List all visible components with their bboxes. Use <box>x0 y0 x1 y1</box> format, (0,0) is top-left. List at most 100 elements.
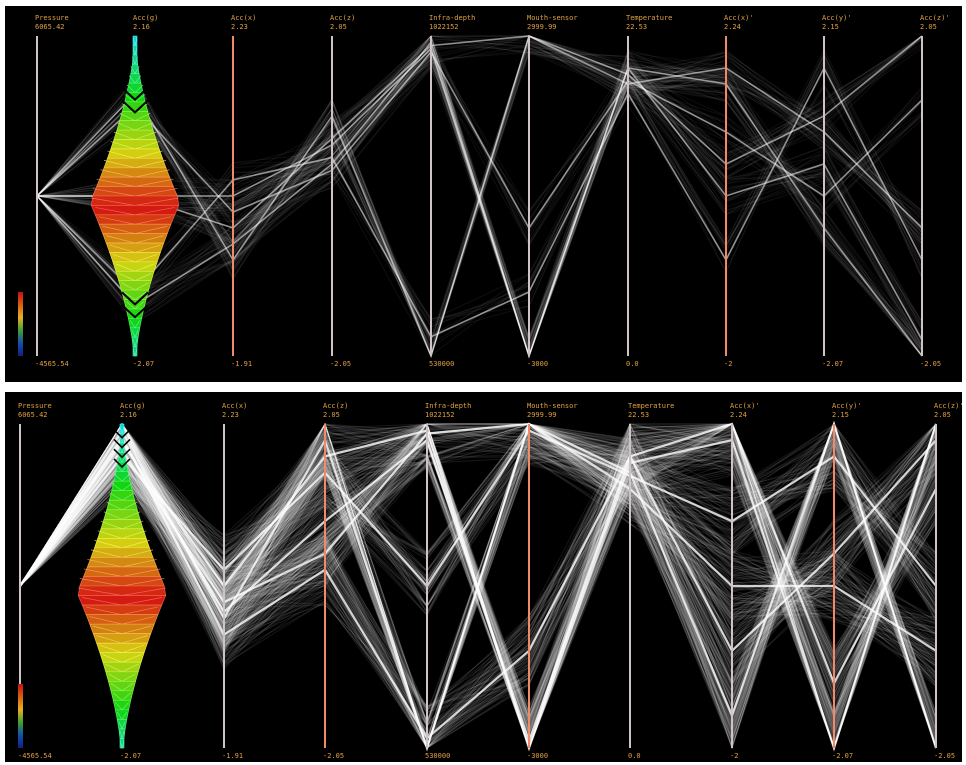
polyline-bundle-0 <box>19 436 937 750</box>
violin-segment <box>98 223 172 234</box>
axis-min-label: -2.05 <box>934 752 956 760</box>
polyline-bundle-2 <box>19 423 937 638</box>
axis-max-label: 2999.99 <box>527 23 557 31</box>
violin-segment <box>103 509 141 520</box>
polyline-bundle-3 <box>36 78 923 337</box>
polyline-bundle-5 <box>19 423 937 721</box>
polyline-bundle-4 <box>19 436 937 621</box>
violin-segment <box>92 633 152 644</box>
polyline-bundle-5 <box>19 423 937 720</box>
polyline-bundle-0 <box>19 422 937 743</box>
polyline-bundle-3 <box>19 423 937 711</box>
polyline-bundle-0 <box>19 422 937 745</box>
brush-chevron[interactable] <box>113 448 131 459</box>
violin-segment <box>90 195 180 206</box>
polyline-bundle-2 <box>19 423 937 624</box>
polyline-bundle-5 <box>19 422 937 714</box>
brush-chevron[interactable] <box>113 438 131 449</box>
violin-segment <box>112 700 132 711</box>
polyline-bundle-2 <box>19 436 937 685</box>
axis-title: Infra-depth <box>425 402 472 410</box>
axis-min-label: 0.0 <box>626 360 639 368</box>
polyline-bundle-0 <box>19 422 937 750</box>
polyline-bundle-3 <box>19 423 937 746</box>
polyline-bundle-2 <box>19 423 937 621</box>
polyline-bundle-2 <box>19 426 937 665</box>
polyline-bundle-4 <box>19 423 937 611</box>
violin-segment <box>108 680 136 692</box>
axis-title: Acc(z)' <box>934 402 964 410</box>
polyline-bundle-5 <box>19 423 937 720</box>
polyline-bundle-4 <box>19 423 937 595</box>
violin-segment <box>92 186 178 197</box>
axis-max-label: 1022152 <box>429 23 459 31</box>
axis-min-label: -2.05 <box>920 360 942 368</box>
violin-segment <box>77 585 167 596</box>
polyline-bundle-2 <box>19 423 937 634</box>
axis-title: Acc(x)' <box>730 402 760 410</box>
violin-segment <box>105 242 165 253</box>
polyline-bundle-1 <box>19 423 937 735</box>
polyline-bundle-0 <box>36 35 923 344</box>
polyline-bundle-3 <box>19 426 937 731</box>
axis-max-label: 2.05 <box>323 411 340 419</box>
polyline-bundle-5 <box>19 423 937 749</box>
axis-min-label: -3000 <box>527 360 549 368</box>
polyline-bundle-4 <box>36 64 923 229</box>
polyline-bundle-2 <box>36 38 923 218</box>
axis-title: Mouth-sensor <box>527 402 578 410</box>
brush-chevron[interactable] <box>113 458 131 469</box>
polyline-bundle-4 <box>19 446 937 590</box>
polyline-bundle-5 <box>19 422 937 750</box>
brush-chevron[interactable] <box>121 304 149 319</box>
violin-segment <box>129 327 141 338</box>
axis-min-label: -2.05 <box>330 360 352 368</box>
polyline-bundle-1 <box>36 54 923 358</box>
brush-chevron[interactable] <box>121 99 149 114</box>
axis-max-label: 2.23 <box>222 411 239 419</box>
polyline-bundle-4 <box>19 440 937 608</box>
brush-chevron[interactable] <box>121 86 149 101</box>
violin-segment <box>103 158 167 169</box>
violin-segment <box>81 604 163 615</box>
polyline-bundle-5 <box>19 423 937 743</box>
polyline-bundle-2 <box>19 423 937 651</box>
polyline-bundle-2 <box>19 423 937 680</box>
polyline-bundle-1 <box>19 423 937 750</box>
polyline-bundle-4 <box>19 447 937 601</box>
polyline-bundle-4 <box>19 423 937 587</box>
polyline-bundle-2 <box>36 38 923 214</box>
parallel-coordinates-plot-top <box>36 34 923 359</box>
brush-chevron[interactable] <box>113 429 131 439</box>
violin-chevron <box>119 740 125 750</box>
polyline-bundle-4 <box>36 41 923 222</box>
polyline-bundle-4 <box>19 423 937 616</box>
axes <box>19 424 937 748</box>
polyline-bundle-0 <box>19 435 937 749</box>
polyline-bundle-1 <box>19 427 937 750</box>
axis-title: Mouth-sensor <box>527 14 578 22</box>
polyline-bundle-2 <box>19 427 937 684</box>
polyline-bundle-5 <box>19 423 937 746</box>
polyline-bundle-2 <box>19 426 937 645</box>
violin-segment <box>108 490 136 501</box>
polyline-bundle-2 <box>19 423 937 661</box>
polyline-bundle-1 <box>36 35 923 349</box>
polyline-bundle-2 <box>19 423 937 678</box>
brush-chevron[interactable] <box>121 291 149 306</box>
polyline-bundle-4 <box>19 423 937 614</box>
violin-segment <box>110 139 160 150</box>
axis-title: Acc(z)' <box>920 14 950 22</box>
axis-title: Temperature <box>626 14 673 22</box>
axis-title: Acc(x) <box>231 14 257 22</box>
polyline-bundle-2 <box>36 35 923 224</box>
violin-segment <box>132 346 138 357</box>
polyline-bundle-5 <box>19 423 937 750</box>
polyline-core-1 <box>36 40 923 359</box>
polyline-bundle-4 <box>19 424 937 622</box>
polyline-bundle-4 <box>36 66 923 246</box>
axis-title: Acc(y)' <box>832 402 862 410</box>
polyline-bundle-2 <box>36 35 923 245</box>
axis-min-label: 530000 <box>425 752 451 760</box>
polyline-bundle-3 <box>19 423 937 749</box>
